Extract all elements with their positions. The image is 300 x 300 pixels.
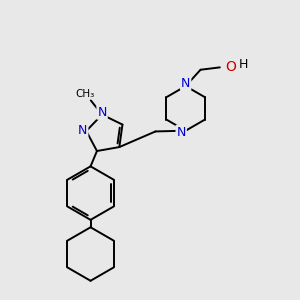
Text: N: N xyxy=(78,124,87,137)
Text: CH₃: CH₃ xyxy=(76,89,95,99)
Text: H: H xyxy=(238,58,248,71)
Text: N: N xyxy=(98,106,107,119)
Text: O: O xyxy=(226,60,237,74)
Text: N: N xyxy=(181,76,190,90)
Text: N: N xyxy=(176,126,186,139)
